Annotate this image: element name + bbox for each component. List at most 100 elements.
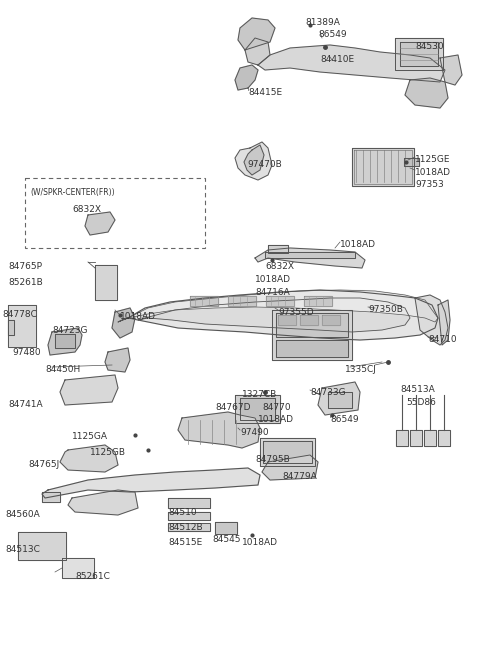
- Polygon shape: [410, 430, 422, 446]
- Text: 84723G: 84723G: [52, 326, 87, 335]
- Polygon shape: [262, 455, 318, 480]
- Text: 84795B: 84795B: [255, 455, 290, 464]
- Text: 84450H: 84450H: [45, 365, 80, 374]
- Text: 1018AD: 1018AD: [255, 275, 291, 284]
- Text: 6832X: 6832X: [72, 205, 101, 214]
- Polygon shape: [300, 315, 318, 325]
- Text: 1125GB: 1125GB: [90, 448, 126, 457]
- Text: 85261C: 85261C: [75, 572, 110, 581]
- Polygon shape: [60, 445, 118, 472]
- Text: 97480: 97480: [12, 348, 41, 357]
- Polygon shape: [266, 296, 294, 306]
- Text: 1018AD: 1018AD: [120, 312, 156, 321]
- Text: 84710: 84710: [428, 335, 456, 344]
- Polygon shape: [168, 512, 210, 520]
- Polygon shape: [112, 308, 135, 338]
- Text: 81389A: 81389A: [305, 18, 340, 27]
- Polygon shape: [55, 334, 75, 348]
- Text: 97353: 97353: [415, 180, 444, 189]
- Text: 84513C: 84513C: [5, 545, 40, 554]
- Text: 84733G: 84733G: [310, 388, 346, 397]
- Polygon shape: [245, 38, 270, 65]
- Text: 84741A: 84741A: [8, 400, 43, 409]
- Text: 84767D: 84767D: [215, 403, 251, 412]
- Polygon shape: [95, 265, 117, 300]
- Text: 1327CB: 1327CB: [242, 390, 277, 399]
- Polygon shape: [168, 498, 210, 508]
- Text: 6832X: 6832X: [265, 262, 294, 271]
- Polygon shape: [178, 412, 260, 448]
- Polygon shape: [404, 158, 419, 166]
- Polygon shape: [244, 145, 264, 175]
- Polygon shape: [128, 290, 438, 322]
- Text: 84415E: 84415E: [248, 88, 282, 97]
- Polygon shape: [8, 320, 14, 335]
- Polygon shape: [438, 430, 450, 446]
- Text: 84410E: 84410E: [320, 55, 354, 64]
- Polygon shape: [42, 468, 260, 498]
- Polygon shape: [318, 382, 360, 415]
- Text: 97490: 97490: [240, 428, 269, 437]
- Polygon shape: [215, 522, 237, 534]
- Text: 1125GE: 1125GE: [415, 155, 451, 164]
- Polygon shape: [438, 300, 450, 345]
- Text: (W/SPKR-CENTER(FR)): (W/SPKR-CENTER(FR)): [30, 188, 115, 197]
- Text: 1018AD: 1018AD: [242, 538, 278, 547]
- Polygon shape: [278, 315, 296, 325]
- Polygon shape: [415, 295, 448, 345]
- Polygon shape: [255, 248, 365, 268]
- Polygon shape: [138, 298, 410, 332]
- Text: 84778C: 84778C: [2, 310, 37, 319]
- Text: 84770: 84770: [262, 403, 290, 412]
- Polygon shape: [276, 340, 348, 357]
- Polygon shape: [440, 55, 462, 85]
- Polygon shape: [228, 296, 256, 306]
- Polygon shape: [352, 148, 414, 186]
- Polygon shape: [18, 532, 66, 560]
- Polygon shape: [235, 65, 258, 90]
- Polygon shape: [60, 375, 118, 405]
- Text: 84512B: 84512B: [168, 523, 203, 532]
- Polygon shape: [240, 398, 275, 420]
- Polygon shape: [395, 38, 443, 70]
- Text: 84510: 84510: [168, 508, 197, 517]
- Text: 55D86: 55D86: [406, 398, 436, 407]
- Text: 84560A: 84560A: [5, 510, 40, 519]
- Text: 84530: 84530: [415, 42, 444, 51]
- Text: 1335CJ: 1335CJ: [345, 365, 377, 374]
- Polygon shape: [235, 395, 280, 423]
- Polygon shape: [263, 441, 312, 463]
- Polygon shape: [328, 392, 352, 408]
- Polygon shape: [48, 328, 82, 355]
- Polygon shape: [424, 430, 436, 446]
- Text: 97350B: 97350B: [368, 305, 403, 314]
- Polygon shape: [258, 45, 445, 82]
- Polygon shape: [268, 245, 288, 253]
- Text: 84545: 84545: [212, 535, 240, 544]
- Polygon shape: [62, 558, 94, 578]
- Text: 84515E: 84515E: [168, 538, 202, 547]
- Text: 86549: 86549: [318, 30, 347, 39]
- Polygon shape: [68, 490, 138, 515]
- Polygon shape: [265, 252, 355, 258]
- Polygon shape: [105, 348, 130, 372]
- Polygon shape: [8, 305, 36, 347]
- Text: 85261B: 85261B: [8, 278, 43, 287]
- Polygon shape: [405, 78, 448, 108]
- Text: 1125GA: 1125GA: [72, 432, 108, 441]
- Polygon shape: [276, 313, 348, 337]
- Text: 84765P: 84765P: [8, 262, 42, 271]
- Polygon shape: [238, 18, 275, 50]
- Text: 84765J: 84765J: [28, 460, 59, 469]
- Polygon shape: [396, 430, 408, 446]
- Polygon shape: [304, 296, 332, 306]
- Polygon shape: [322, 315, 340, 325]
- Text: 86549: 86549: [330, 415, 359, 424]
- Text: 84716A: 84716A: [255, 288, 290, 297]
- Polygon shape: [190, 296, 218, 306]
- Text: 84513A: 84513A: [400, 385, 435, 394]
- Polygon shape: [272, 310, 352, 360]
- Polygon shape: [118, 290, 438, 340]
- Bar: [25, 178, 205, 248]
- Text: 97470B: 97470B: [247, 160, 282, 169]
